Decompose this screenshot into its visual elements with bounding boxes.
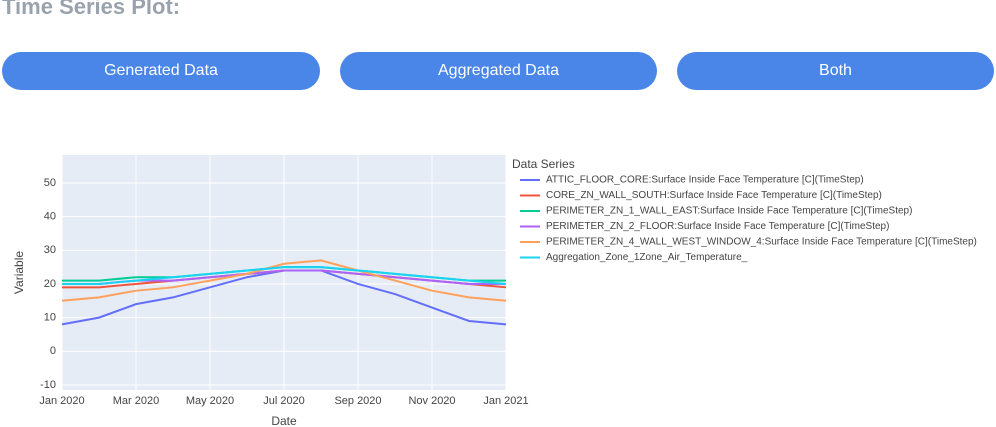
- legend-label: CORE_ZN_WALL_SOUTH:Surface Inside Face T…: [546, 190, 882, 201]
- page-title: Time Series Plot:: [2, 0, 181, 19]
- x-tick-label: Nov 2020: [408, 395, 455, 407]
- legend-label: ATTIC_FLOOR_CORE:Surface Inside Face Tem…: [546, 175, 864, 186]
- aggregated-data-button[interactable]: Aggregated Data: [340, 52, 657, 90]
- x-tick-label: Jan 2021: [483, 395, 528, 407]
- legend-label: PERIMETER_ZN_1_WALL_EAST:Surface Inside …: [546, 206, 912, 217]
- x-tick-label: Jan 2020: [39, 395, 84, 407]
- x-tick-label: Jul 2020: [263, 395, 305, 407]
- legend-label: PERIMETER_ZN_2_FLOOR:Surface Inside Face…: [546, 221, 889, 232]
- y-tick-label: 30: [44, 244, 56, 256]
- x-axis-label: Date: [271, 414, 297, 427]
- y-tick-label: 10: [44, 312, 56, 324]
- x-tick-label: Mar 2020: [113, 395, 159, 407]
- both-button[interactable]: Both: [677, 52, 994, 90]
- generated-data-button[interactable]: Generated Data: [2, 52, 320, 90]
- x-tick-label: Sep 2020: [334, 395, 381, 407]
- legend-label: Aggregation_Zone_1Zone_Air_Temperature_: [546, 252, 748, 263]
- y-tick-label: 50: [44, 177, 56, 189]
- x-tick-label: May 2020: [186, 395, 234, 407]
- series-line: [62, 266, 507, 285]
- legend-title: Data Series: [512, 157, 575, 171]
- legend-label: PERIMETER_ZN_4_WALL_WEST_WINDOW_4:Surfac…: [546, 237, 977, 248]
- y-tick-label: 20: [44, 278, 56, 290]
- y-tick-label: 40: [44, 211, 56, 223]
- y-tick-label: -10: [40, 379, 56, 391]
- y-tick-label: 0: [50, 345, 56, 357]
- series-line: [61, 259, 507, 302]
- y-axis-label: Variable: [12, 251, 26, 294]
